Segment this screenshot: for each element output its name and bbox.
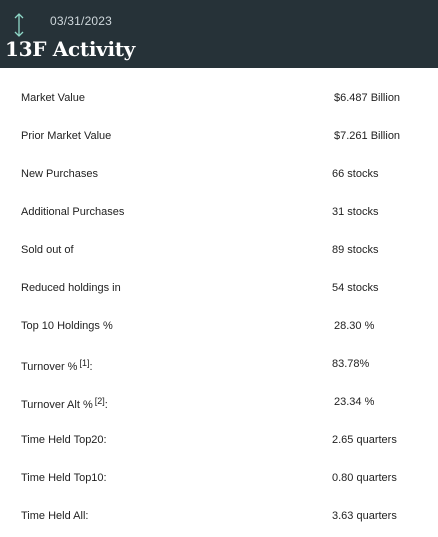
stat-row-top10-holdings: Top 10 Holdings % 28.30 % [0, 308, 438, 346]
label-suffix: : [104, 399, 108, 411]
stat-row-time-held-top10: Time Held Top10: 0.80 quarters [0, 460, 438, 498]
stat-value: $6.487 Billion [334, 92, 401, 104]
stat-row-new-purchases: New Purchases 66 stocks [0, 156, 438, 194]
stat-label-text: Turnover % [21, 361, 78, 373]
stat-label: Market Value [21, 92, 85, 104]
stat-label: Additional Purchases [21, 206, 125, 218]
stat-label: Top 10 Holdings % [21, 320, 113, 332]
stat-row-sold-out: Sold out of 89 stocks [0, 232, 438, 270]
stat-label-text: Turnover Alt % [21, 399, 93, 411]
stat-value: 89 stocks [332, 244, 379, 256]
stat-value: 31 stocks [332, 206, 379, 218]
stat-value: 54 stocks [332, 282, 379, 294]
stat-row-time-held-top20: Time Held Top20: 2.65 quarters [0, 422, 438, 460]
stat-row-market-value: Market Value $6.487 Billion [0, 80, 438, 118]
report-date: 03/31/2023 [50, 14, 113, 28]
stat-row-prior-market-value: Prior Market Value $7.261 Billion [0, 118, 438, 156]
stat-row-turnover: Turnover % [1]: 83.78% [0, 346, 438, 384]
stat-label: Reduced holdings in [21, 282, 121, 294]
header-bar: 03/31/2023 13F Activity [0, 0, 438, 68]
stat-value: 83.78% [332, 358, 370, 370]
stat-value: 66 stocks [332, 168, 379, 180]
footnote-link[interactable]: [1] [79, 358, 90, 368]
label-suffix: : [89, 361, 93, 373]
footnote-link[interactable]: [2] [94, 396, 105, 406]
stat-value: 0.80 quarters [332, 472, 397, 484]
stats-list: Market Value $6.487 Billion Prior Market… [0, 80, 438, 536]
stat-row-reduced-holdings: Reduced holdings in 54 stocks [0, 270, 438, 308]
stat-row-turnover-alt: Turnover Alt % [2]: 23.34 % [0, 384, 438, 422]
stat-label: Time Held All: [21, 510, 89, 522]
vertical-arrows-icon [14, 13, 24, 37]
stat-row-time-held-all: Time Held All: 3.63 quarters [0, 498, 438, 536]
stat-label: Turnover % [1]: [21, 358, 93, 373]
stat-label: Sold out of [21, 244, 74, 256]
stat-label: Time Held Top20: [21, 434, 107, 446]
stat-label: New Purchases [21, 168, 99, 180]
stat-row-additional-purchases: Additional Purchases 31 stocks [0, 194, 438, 232]
stat-value: 28.30 % [334, 320, 375, 332]
page-title: 13F Activity [5, 37, 136, 61]
stat-value: 23.34 % [334, 396, 375, 408]
stat-value: 3.63 quarters [332, 510, 397, 522]
stat-value: 2.65 quarters [332, 434, 397, 446]
stat-label: Prior Market Value [21, 130, 112, 142]
stat-label: Turnover Alt % [2]: [21, 396, 108, 411]
stat-value: $7.261 Billion [334, 130, 401, 142]
stat-label: Time Held Top10: [21, 472, 107, 484]
